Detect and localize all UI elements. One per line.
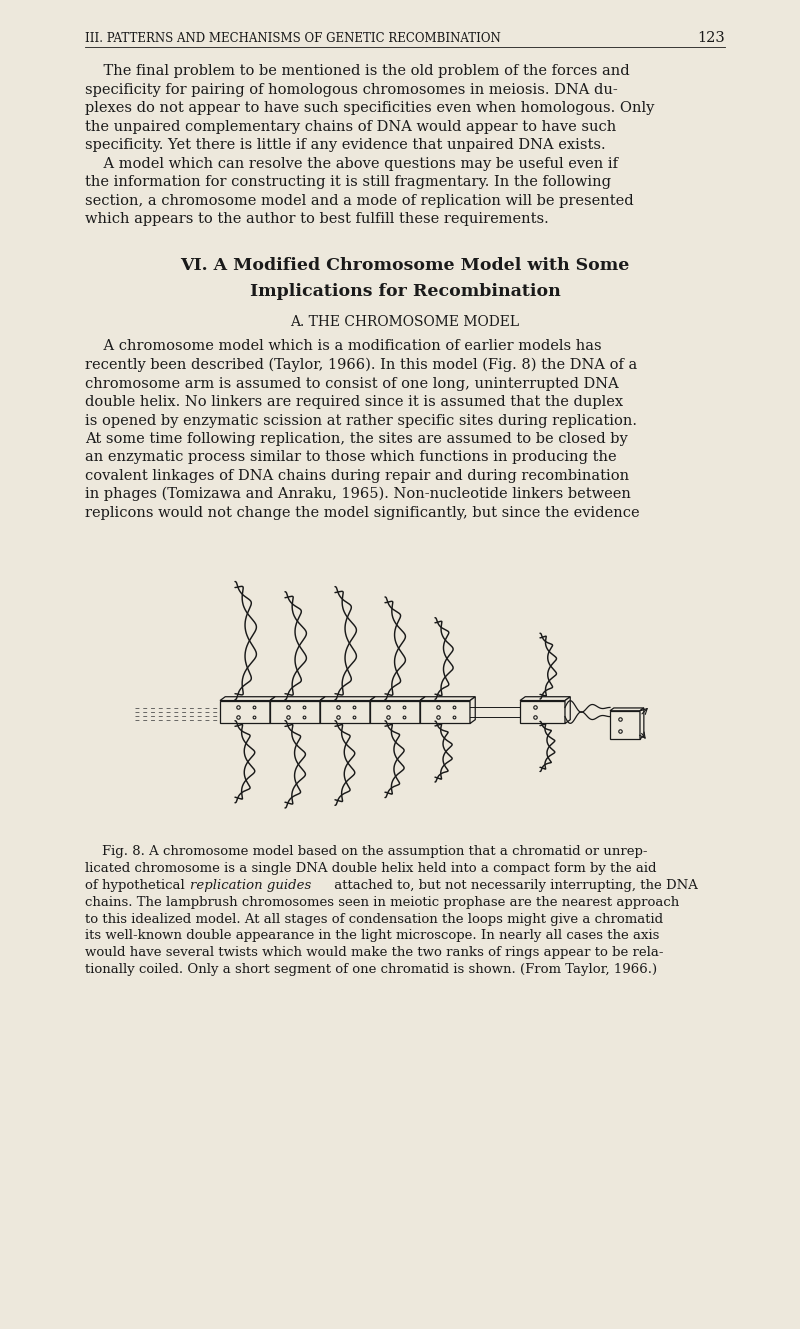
Polygon shape bbox=[520, 700, 565, 723]
Polygon shape bbox=[420, 696, 475, 700]
Text: an enzymatic process similar to those which functions in producing the: an enzymatic process similar to those wh… bbox=[85, 451, 617, 465]
Text: in phages (Tomizawa and Anraku, 1965). Non-nucleotide linkers between: in phages (Tomizawa and Anraku, 1965). N… bbox=[85, 488, 631, 501]
Text: would have several twists which would make the two ranks of rings appear to be r: would have several twists which would ma… bbox=[85, 946, 663, 960]
Text: replication guides: replication guides bbox=[190, 878, 311, 892]
Text: covalent linkages of DNA chains during repair and during recombination: covalent linkages of DNA chains during r… bbox=[85, 469, 629, 482]
Text: A. THE CHROMOSOME MODEL: A. THE CHROMOSOME MODEL bbox=[290, 315, 519, 328]
Text: section, a chromosome model and a mode of replication will be presented: section, a chromosome model and a mode o… bbox=[85, 194, 634, 207]
Text: of hypothetical: of hypothetical bbox=[85, 878, 189, 892]
Text: Implications for Recombination: Implications for Recombination bbox=[250, 283, 560, 299]
Polygon shape bbox=[320, 696, 326, 723]
Polygon shape bbox=[270, 696, 275, 723]
Polygon shape bbox=[320, 700, 370, 723]
Text: recently been described (Taylor, 1966). In this model (Fig. 8) the DNA of a: recently been described (Taylor, 1966). … bbox=[85, 358, 638, 372]
Text: which appears to the author to best fulfill these requirements.: which appears to the author to best fulf… bbox=[85, 213, 549, 226]
Polygon shape bbox=[270, 700, 320, 723]
Text: Fig. 8. A chromosome model based on the assumption that a chromatid or unrep-: Fig. 8. A chromosome model based on the … bbox=[85, 845, 647, 859]
Text: attached to, but not necessarily interrupting, the DNA: attached to, but not necessarily interru… bbox=[330, 878, 698, 892]
Text: licated chromosome is a single DNA double helix held into a compact form by the : licated chromosome is a single DNA doubl… bbox=[85, 863, 657, 876]
Text: chromosome arm is assumed to consist of one long, uninterrupted DNA: chromosome arm is assumed to consist of … bbox=[85, 376, 618, 391]
Polygon shape bbox=[420, 700, 470, 723]
Polygon shape bbox=[370, 696, 375, 723]
Text: tionally coiled. Only a short segment of one chromatid is shown. (From Taylor, 1: tionally coiled. Only a short segment of… bbox=[85, 964, 657, 975]
Text: A model which can resolve the above questions may be useful even if: A model which can resolve the above ques… bbox=[85, 157, 618, 170]
Polygon shape bbox=[220, 696, 275, 700]
Text: specificity. Yet there is little if any evidence that unpaired DNA exists.: specificity. Yet there is little if any … bbox=[85, 138, 606, 152]
Text: The final problem to be mentioned is the old problem of the forces and: The final problem to be mentioned is the… bbox=[85, 64, 630, 78]
Text: At some time following replication, the sites are assumed to be closed by: At some time following replication, the … bbox=[85, 432, 628, 447]
Polygon shape bbox=[640, 708, 644, 739]
Text: to this idealized model. At all stages of condensation the loops might give a ch: to this idealized model. At all stages o… bbox=[85, 913, 663, 926]
Polygon shape bbox=[320, 696, 375, 700]
Text: its well-known double appearance in the light microscope. In nearly all cases th: its well-known double appearance in the … bbox=[85, 929, 659, 942]
Text: replicons would not change the model significantly, but since the evidence: replicons would not change the model sig… bbox=[85, 506, 640, 520]
Polygon shape bbox=[470, 696, 475, 723]
Text: specificity for pairing of homologous chromosomes in meiosis. DNA du-: specificity for pairing of homologous ch… bbox=[85, 82, 618, 97]
Text: is opened by enzymatic scission at rather specific sites during replication.: is opened by enzymatic scission at rathe… bbox=[85, 413, 637, 428]
Polygon shape bbox=[520, 696, 570, 700]
Text: VI. A Modified Chromosome Model with Some: VI. A Modified Chromosome Model with Som… bbox=[180, 256, 630, 274]
Text: double helix. No linkers are required since it is assumed that the duplex: double helix. No linkers are required si… bbox=[85, 395, 623, 409]
Polygon shape bbox=[220, 700, 270, 723]
Text: chains. The lampbrush chromosomes seen in meiotic prophase are the nearest appro: chains. The lampbrush chromosomes seen i… bbox=[85, 896, 679, 909]
Polygon shape bbox=[270, 696, 326, 700]
Polygon shape bbox=[565, 696, 570, 723]
Text: the unpaired complementary chains of DNA would appear to have such: the unpaired complementary chains of DNA… bbox=[85, 120, 616, 133]
Polygon shape bbox=[420, 696, 426, 723]
Text: A chromosome model which is a modification of earlier models has: A chromosome model which is a modificati… bbox=[85, 339, 602, 354]
Polygon shape bbox=[370, 696, 426, 700]
Polygon shape bbox=[610, 711, 640, 739]
Polygon shape bbox=[370, 700, 420, 723]
Text: III. PATTERNS AND MECHANISMS OF GENETIC RECOMBINATION: III. PATTERNS AND MECHANISMS OF GENETIC … bbox=[85, 32, 501, 45]
Text: the information for constructing it is still fragmentary. In the following: the information for constructing it is s… bbox=[85, 175, 611, 189]
Polygon shape bbox=[610, 708, 644, 711]
Text: 123: 123 bbox=[698, 31, 725, 45]
Text: plexes do not appear to have such specificities even when homologous. Only: plexes do not appear to have such specif… bbox=[85, 101, 654, 116]
